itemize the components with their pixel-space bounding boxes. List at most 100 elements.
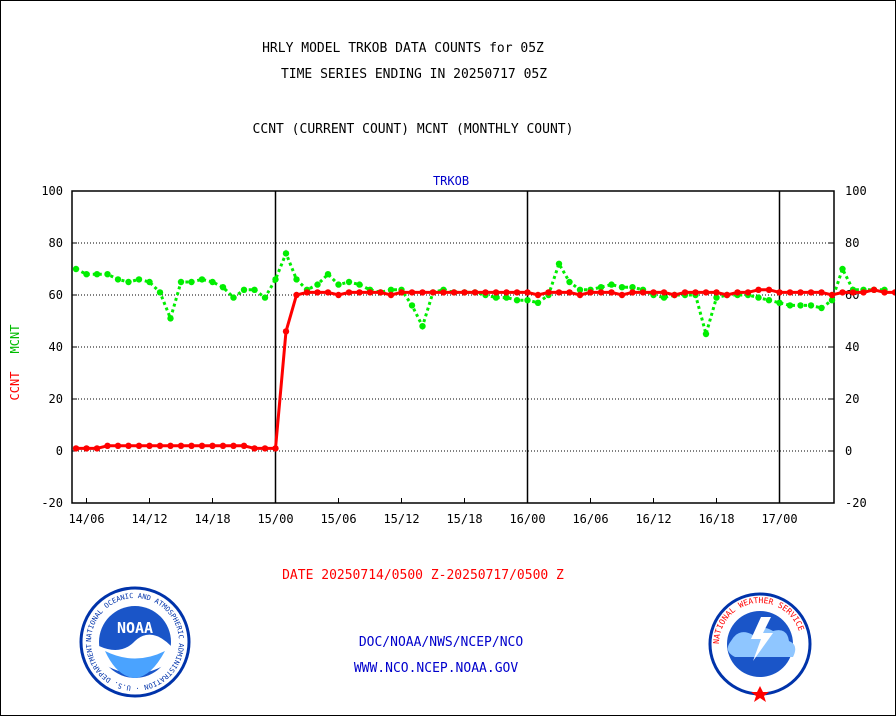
ccnt-point <box>93 445 101 452</box>
x-tick-label: 16/18 <box>698 512 734 526</box>
ccnt-point <box>314 289 321 296</box>
ccnt-point <box>881 289 888 296</box>
ccnt-point <box>797 289 804 296</box>
ccnt-point <box>345 289 353 296</box>
ccnt-point <box>692 289 699 296</box>
mcnt-point <box>293 276 300 283</box>
mcnt-point <box>146 278 153 286</box>
mcnt-point <box>408 302 416 309</box>
mcnt-point <box>156 289 164 296</box>
mcnt-point <box>125 278 132 286</box>
ccnt-point <box>156 442 164 449</box>
noaa-logo-text: NOAA <box>117 619 153 637</box>
ccnt-point <box>765 286 773 293</box>
ccnt-point <box>419 289 426 296</box>
ccnt-point <box>671 291 678 299</box>
ccnt-point <box>303 289 311 296</box>
ccnt-point <box>660 289 668 296</box>
ccnt-point <box>450 289 458 296</box>
ccnt-point <box>114 442 122 449</box>
ccnt-point <box>828 291 836 299</box>
chart-title-line2: TIME SERIES ENDING IN 20250717 05Z <box>281 67 547 82</box>
ccnt-point <box>356 289 363 296</box>
ccnt-point <box>272 445 279 452</box>
ccnt-point <box>240 442 248 449</box>
mcnt-point <box>272 276 279 283</box>
y-tick-label-left: 40 <box>49 340 63 354</box>
ccnt-point <box>629 289 636 296</box>
ccnt-point <box>555 289 563 296</box>
x-tick-label: 16/06 <box>572 512 608 526</box>
x-tick-label: 15/00 <box>257 512 293 526</box>
ccnt-point <box>72 445 80 452</box>
ccnt-point <box>807 289 815 296</box>
mcnt-point <box>83 271 90 278</box>
chart-title-line1: HRLY MODEL TRKOB DATA COUNTS for 05Z <box>262 41 544 56</box>
y-tick-label-left: 60 <box>49 288 63 302</box>
noaa-logo[interactable]: NATIONAL OCEANIC AND ATMOSPHERIC ADMINIS… <box>0 0 191 698</box>
mcnt-point <box>419 323 426 330</box>
ccnt-point <box>786 289 794 296</box>
mcnt-point <box>797 302 804 309</box>
ccnt-point <box>324 289 332 296</box>
mcnt-point <box>230 294 237 301</box>
ccnt-point <box>188 442 195 449</box>
noaa-water-icon <box>105 651 165 678</box>
mcnt-point <box>786 302 794 309</box>
ccnt-point <box>135 442 143 449</box>
ccnt-point <box>755 286 762 293</box>
y-tick-label-left: 0 <box>56 444 63 458</box>
ccnt-point <box>891 289 896 296</box>
ccnt-point <box>713 289 720 296</box>
website-link[interactable]: WWW.NCO.NCEP.NOAA.GOV <box>354 661 519 676</box>
org-link[interactable]: DOC/NOAA/NWS/NCEP/NCO <box>359 635 524 650</box>
mcnt-point <box>251 286 258 293</box>
ccnt-point <box>377 289 384 296</box>
ccnt-point <box>839 289 846 296</box>
ccnt-point <box>398 289 405 296</box>
y-tick-label-left: 80 <box>49 236 63 250</box>
ccnt-point <box>167 442 174 449</box>
x-tick-label: 14/12 <box>131 512 167 526</box>
ccnt-point <box>597 289 605 296</box>
ccnt-point <box>492 289 500 296</box>
ccnt-point <box>261 445 269 452</box>
mcnt-point <box>765 297 773 304</box>
mcnt-point <box>503 294 510 301</box>
mcnt-point <box>713 294 720 301</box>
x-tick-label: 14/06 <box>68 512 104 526</box>
x-tick-label: 17/00 <box>761 512 797 526</box>
nws-lightning-icon <box>751 617 773 661</box>
y-tick-label-right: 0 <box>845 444 852 458</box>
mcnt-point <box>534 299 542 306</box>
ccnt-point <box>860 289 867 296</box>
mcnt-point <box>828 297 836 304</box>
mcnt-point <box>198 276 206 283</box>
ccnt-point <box>335 291 342 299</box>
ccnt-point <box>366 289 374 296</box>
y-tick-label-right: 80 <box>845 236 859 250</box>
x-tick-label: 16/12 <box>635 512 671 526</box>
mcnt-point <box>387 286 395 293</box>
ccnt-point <box>513 289 521 296</box>
mcnt-point <box>513 297 521 304</box>
ccnt-point <box>83 445 90 452</box>
mcnt-point <box>492 294 500 301</box>
ccnt-point <box>702 289 710 296</box>
ccnt-point <box>482 289 489 296</box>
mcnt-point <box>629 284 636 291</box>
ccnt-point <box>230 442 237 449</box>
mcnt-point <box>566 278 573 286</box>
mcnt-point <box>335 281 342 288</box>
nws-logo[interactable]: NATIONAL WEATHER SERVICE <box>708 592 812 702</box>
ccnt-point <box>723 291 731 299</box>
ccnt-point <box>282 328 290 335</box>
ccnt-point <box>681 289 689 296</box>
mcnt-point <box>72 265 80 273</box>
mcnt-point <box>114 276 122 283</box>
y-axis-label-ccnt: CCNT <box>8 372 22 401</box>
ccnt-point <box>104 442 111 449</box>
ccnt-point <box>818 289 825 296</box>
y-tick-label-right: 20 <box>845 392 859 406</box>
x-tick-label: 15/18 <box>446 512 482 526</box>
